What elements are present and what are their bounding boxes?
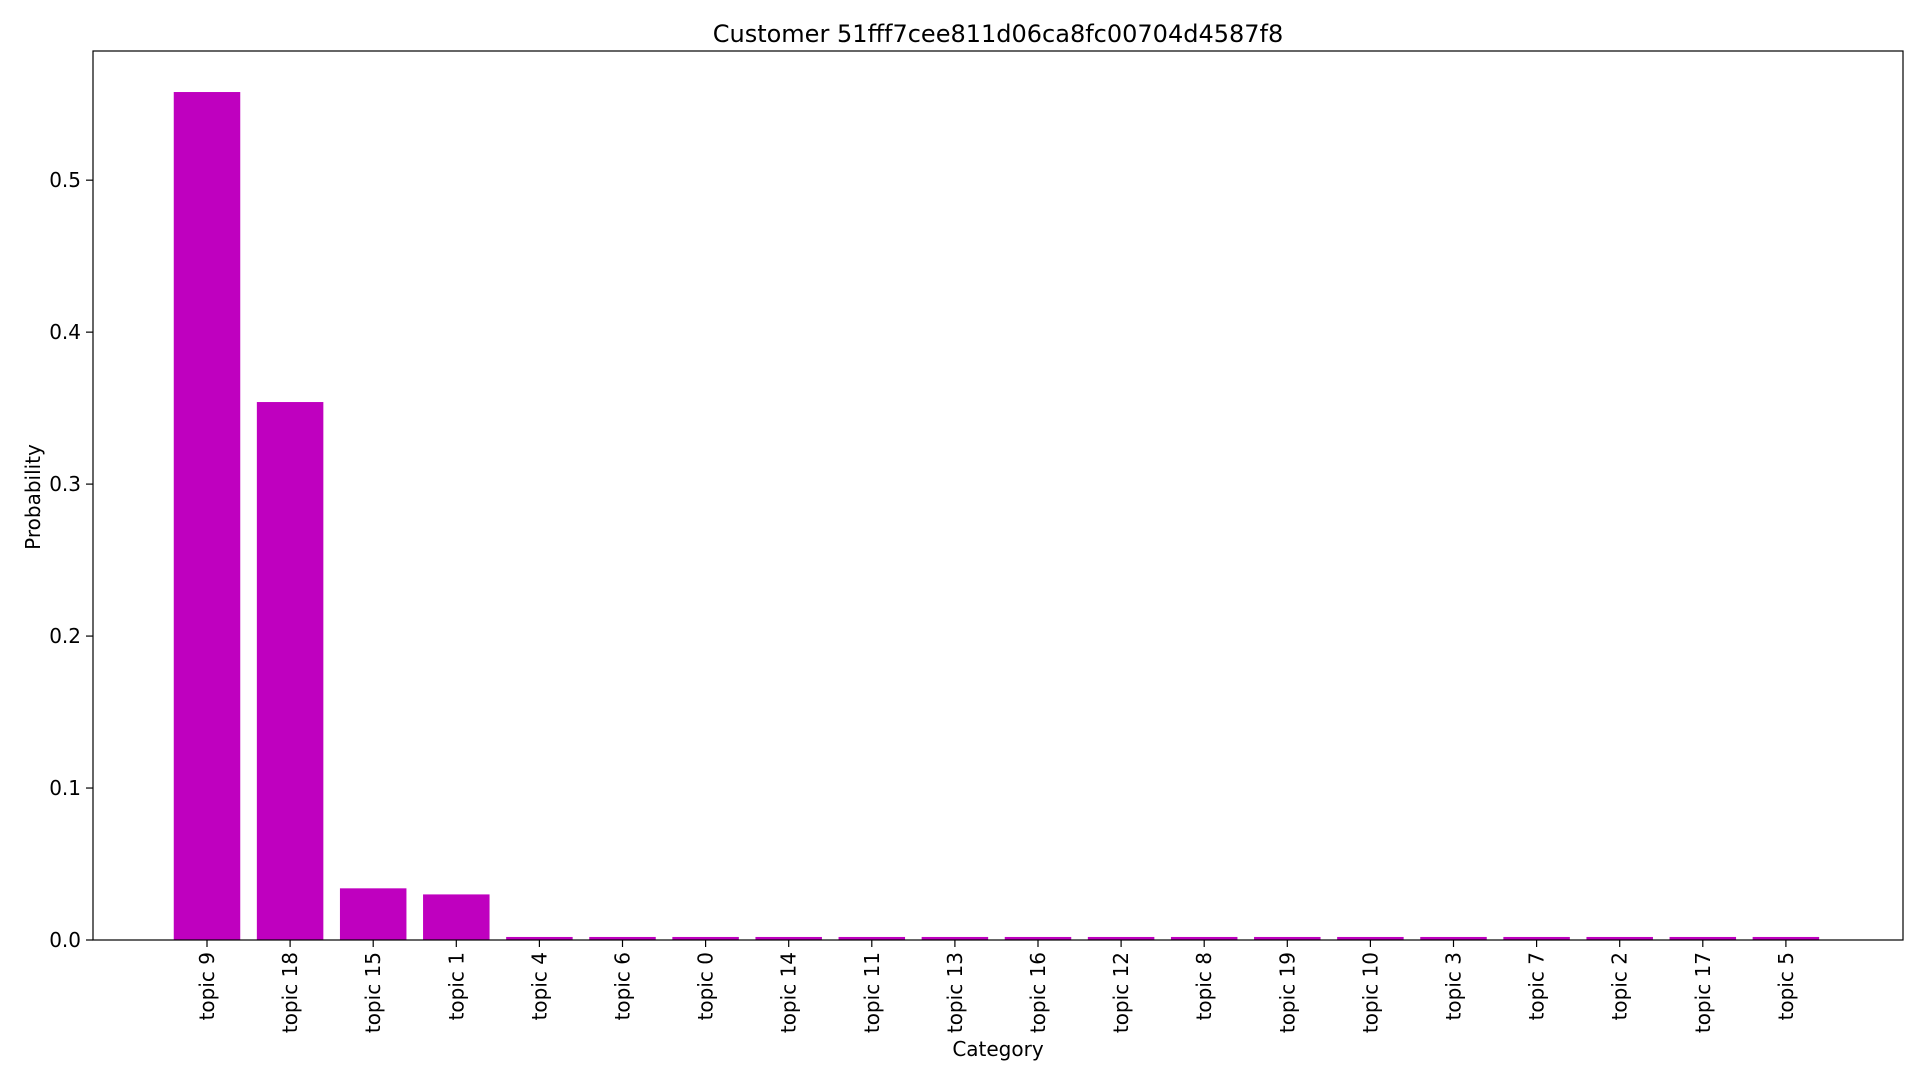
x-tick-label: topic 6 — [611, 952, 635, 1020]
y-axis: 0.0 0.1 0.2 0.3 0.4 0.5 — [49, 168, 93, 952]
x-tick-label: topic 19 — [1275, 952, 1299, 1033]
bar-topic-11 — [838, 936, 906, 940]
bar-topic-15 — [339, 888, 407, 940]
x-tick-label: topic 14 — [777, 952, 801, 1033]
bar-topic-4 — [506, 936, 573, 940]
bar-topic-9 — [173, 92, 241, 940]
x-tick-label: topic 12 — [1109, 952, 1133, 1033]
x-tick-label: topic 17 — [1691, 952, 1715, 1033]
y-tick-label: 0.0 — [49, 928, 81, 952]
x-tick-label: topic 1 — [444, 952, 468, 1020]
bar-topic-7 — [1503, 936, 1570, 940]
x-tick-label: topic 11 — [860, 952, 884, 1033]
x-tick-label: topic 13 — [943, 952, 967, 1033]
x-tick-label: topic 4 — [527, 952, 551, 1020]
bar-topic-18 — [256, 402, 324, 940]
y-tick-label: 0.3 — [49, 472, 81, 496]
x-axis: topic 9 topic 18 topic 15 topic 1 topic 4 top… — [195, 940, 1798, 1033]
bar-topic-5 — [1752, 936, 1820, 940]
bar-topic-10 — [1337, 936, 1404, 940]
x-tick-label: topic 0 — [694, 952, 718, 1020]
chart-title: Customer 51fff7cee811d06ca8fc00704d4587f… — [713, 20, 1284, 48]
bar-topic-3 — [1420, 936, 1487, 940]
bar-topic-8 — [1170, 936, 1238, 940]
x-axis-label: Category — [952, 1037, 1044, 1061]
x-tick-label: topic 7 — [1525, 952, 1549, 1020]
x-tick-label: topic 9 — [195, 952, 219, 1020]
y-tick-label: 0.5 — [49, 168, 81, 192]
x-tick-label: topic 3 — [1442, 952, 1466, 1020]
x-tick-label: topic 8 — [1192, 952, 1216, 1020]
bar-topic-16 — [1004, 936, 1072, 940]
x-tick-label: topic 5 — [1774, 952, 1798, 1020]
bar-topic-12 — [1087, 936, 1155, 940]
bars-group — [173, 92, 1820, 940]
plot-frame — [92, 50, 1904, 941]
bar-topic-14 — [755, 936, 822, 940]
x-tick-label: topic 16 — [1026, 952, 1050, 1033]
bar-topic-13 — [921, 936, 989, 940]
x-tick-label: topic 10 — [1358, 952, 1382, 1033]
bar-topic-2 — [1586, 936, 1653, 940]
y-tick-label: 0.1 — [49, 776, 81, 800]
bar-topic-1 — [423, 894, 490, 940]
y-tick-label: 0.4 — [49, 320, 81, 344]
y-tick-label: 0.2 — [49, 624, 81, 648]
x-tick-label: topic 18 — [278, 952, 302, 1033]
y-axis-label: Probability — [21, 444, 45, 550]
bar-topic-17 — [1669, 936, 1737, 940]
bar-topic-6 — [589, 936, 656, 940]
bar-topic-19 — [1254, 936, 1321, 940]
x-tick-label: topic 15 — [361, 952, 385, 1033]
bar-topic-0 — [672, 936, 739, 940]
x-tick-label: topic 2 — [1608, 952, 1632, 1020]
